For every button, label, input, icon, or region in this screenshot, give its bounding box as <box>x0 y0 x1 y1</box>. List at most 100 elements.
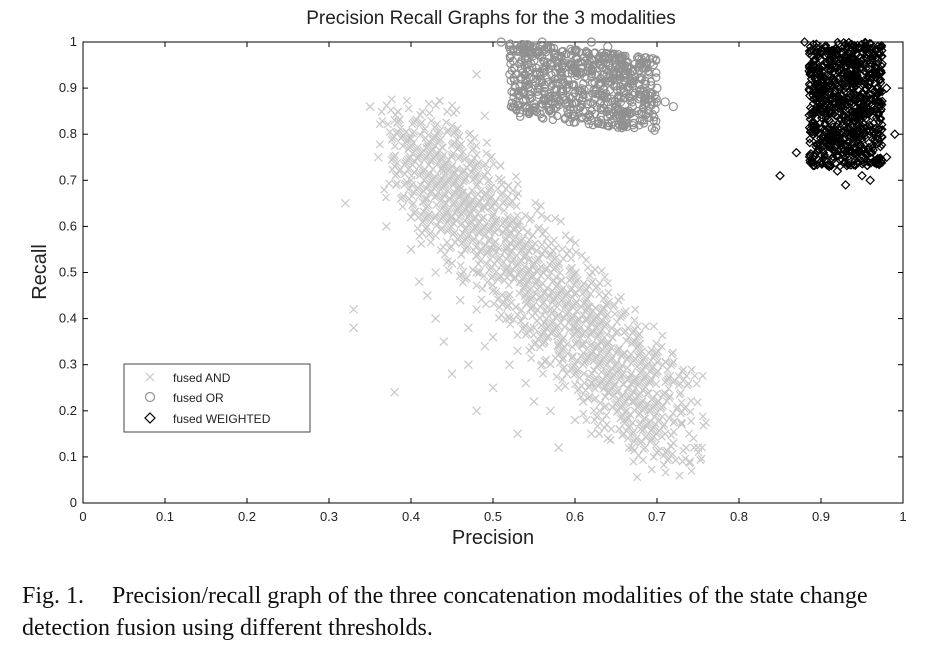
point-circle-fill <box>574 86 583 96</box>
point-x <box>349 323 359 333</box>
point-x-fill <box>636 389 645 398</box>
point-x <box>529 258 539 268</box>
point-x-fill <box>500 206 509 215</box>
point-x-fill <box>482 259 491 268</box>
point-diamond-fill <box>874 107 883 117</box>
point-x-fill <box>646 417 655 426</box>
axis-ticks: 0 0.1 0.2 0.3 0.4 0.5 0.6 0.7 0.8 0.9 1 0 0.1 0.2 0.3 0… <box>59 34 907 524</box>
point-x <box>660 429 670 439</box>
point-circle-fill <box>542 73 551 82</box>
point-x-fill <box>429 134 438 143</box>
point-x-fill <box>398 202 407 211</box>
point-x <box>504 314 514 324</box>
point-x-fill <box>536 293 545 302</box>
point-diamond-fill <box>826 161 836 171</box>
point-circle-fill <box>630 123 639 133</box>
point-circle-fill <box>561 95 570 105</box>
point-x-fill <box>679 446 688 455</box>
point-x-fill <box>666 392 675 401</box>
point-x <box>603 434 613 443</box>
scatter-chart: Precision Recall Graphs for the 3 modali… <box>29 8 907 549</box>
point-x-fill <box>571 238 580 247</box>
y-tick-label: 0.2 <box>59 403 77 418</box>
point-diamond-fill <box>864 126 874 136</box>
point-circle <box>652 83 662 93</box>
point-x-fill <box>383 120 392 129</box>
point-x <box>422 138 432 148</box>
point-x-fill <box>644 389 653 398</box>
point-x-fill <box>468 186 477 195</box>
point-x-fill <box>624 443 633 452</box>
point-x-fill <box>549 265 558 274</box>
point-x-fill <box>525 276 534 285</box>
point-circle-fill <box>507 51 516 60</box>
point-diamond <box>857 170 867 181</box>
point-x-fill <box>436 245 445 255</box>
point-diamond-fill <box>817 88 827 98</box>
point-diamond <box>832 74 843 84</box>
point-x-fill <box>577 251 586 260</box>
point-circle <box>627 78 638 89</box>
point-x <box>431 231 441 241</box>
point-x-fill <box>525 346 534 355</box>
point-x-fill <box>585 302 594 311</box>
point-circle-fill <box>627 64 636 73</box>
y-tick-label: 0.5 <box>59 265 77 280</box>
point-diamond <box>873 97 884 107</box>
point-x-fill <box>565 276 574 285</box>
point-diamond-fill <box>877 61 886 71</box>
x-tick-label: 0.6 <box>566 509 584 524</box>
point-circle-fill <box>608 53 617 63</box>
point-x-fill <box>491 197 500 206</box>
point-diamond-fill <box>814 98 824 108</box>
point-diamond-fill <box>805 158 815 167</box>
point-circle <box>594 78 605 89</box>
x-tick-label: 0 <box>79 509 86 524</box>
point-diamond-fill <box>847 83 856 93</box>
point-diamond-fill <box>804 79 814 89</box>
point-x-fill <box>423 142 432 151</box>
point-x-fill <box>426 218 436 227</box>
point-x <box>668 438 678 448</box>
plot-area <box>82 41 904 504</box>
y-tick-label: 0 <box>70 495 77 510</box>
point-x-fill <box>559 313 569 322</box>
point-x-fill <box>675 390 684 399</box>
point-circle-fill <box>525 94 535 104</box>
point-x-fill <box>616 403 625 412</box>
point-x-fill <box>531 198 540 207</box>
point-x <box>349 304 359 314</box>
point-x <box>455 295 465 305</box>
point-x-fill <box>521 211 530 220</box>
point-diamond <box>857 110 867 121</box>
point-x-fill <box>417 239 426 248</box>
point-x <box>513 221 523 231</box>
point-diamond-fill <box>829 77 839 87</box>
point-x-fill <box>401 179 410 188</box>
point-x-fill <box>545 292 554 301</box>
point-x-fill <box>404 185 413 194</box>
point-x-fill <box>697 454 706 463</box>
point-x-fill <box>516 317 525 326</box>
point-x-fill <box>558 375 567 384</box>
point-diamond-fill <box>829 135 839 145</box>
point-x-fill <box>419 198 428 207</box>
point-x <box>373 152 383 162</box>
point-circle-fill <box>507 66 517 75</box>
point-x-fill <box>559 364 568 374</box>
point-circle-fill <box>540 65 549 74</box>
point-circle <box>635 92 646 102</box>
point-diamond-fill <box>829 48 838 57</box>
legend-marker-circle-icon <box>144 391 156 403</box>
point-diamond-fill <box>830 87 840 97</box>
point-x <box>595 406 605 416</box>
point-x-fill <box>698 412 707 421</box>
y-tick-label: 0.3 <box>59 357 77 372</box>
point-x-fill <box>409 138 418 147</box>
point-diamond <box>889 129 900 140</box>
point-circle <box>570 65 580 75</box>
point-x <box>447 258 457 268</box>
point-x-fill <box>464 202 473 211</box>
point-diamond-fill <box>837 101 847 111</box>
point-x-fill <box>553 312 562 321</box>
